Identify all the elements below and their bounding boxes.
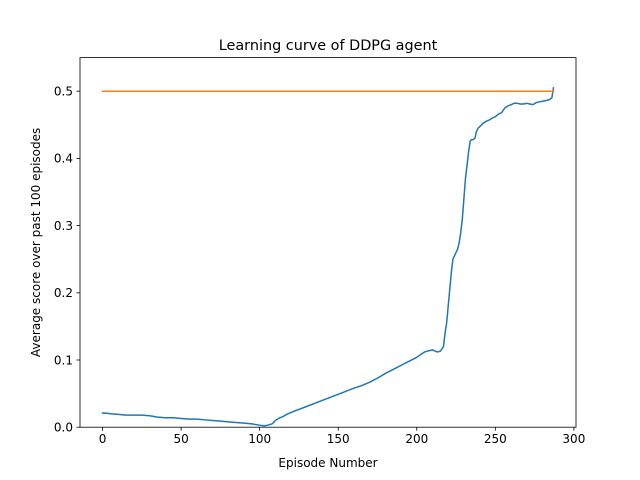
x-tick-label: 100 [248,432,271,446]
y-tick-label: 0.2 [54,286,73,300]
x-axis: 0 50 100 150 200 250 300 [99,427,585,446]
y-tick-label: 0.1 [54,353,73,367]
y-tick-label: 0.3 [54,219,73,233]
series-layer [101,86,555,427]
y-tick-label: 0.5 [54,85,73,99]
x-axis-label: Episode Number [278,456,377,470]
x-tick-label: 200 [405,432,428,446]
y-tick-label: 0.4 [54,152,73,166]
x-tick-label: 250 [484,432,507,446]
series-line-1 [101,86,555,427]
plot-area [79,57,577,428]
y-axis: 0.0 0.1 0.2 0.3 0.4 0.5 [54,85,80,435]
x-tick-label: 0 [99,432,107,446]
axes-frame [79,57,577,428]
chart-title: Learning curve of DDPG agent [219,38,438,54]
y-tick-label: 0.0 [54,421,73,435]
y-axis-label: Average score over past 100 episodes [29,128,43,357]
x-tick-label: 150 [327,432,350,446]
x-tick-label: 50 [173,432,188,446]
x-tick-label: 300 [562,432,585,446]
